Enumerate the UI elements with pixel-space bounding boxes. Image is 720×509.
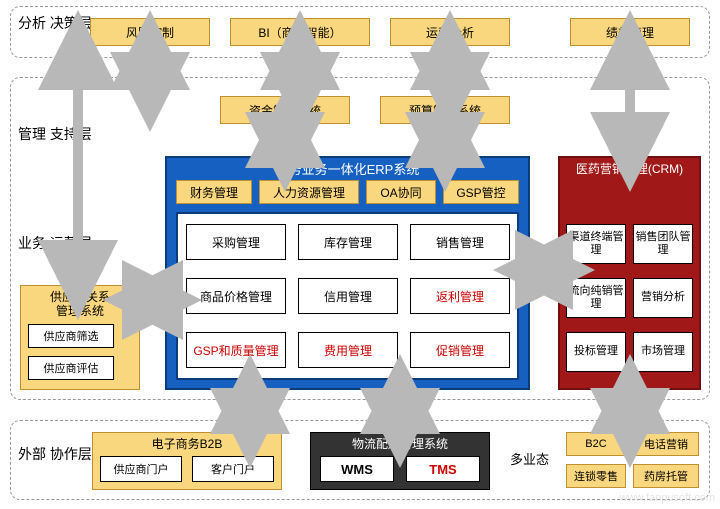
logistics-title: 物流配送管理系统	[310, 434, 490, 452]
supplier-screening: 供应商筛选	[28, 324, 114, 348]
erp-tab-finance: 财务管理	[176, 180, 252, 204]
bi-box: BI（商业智能）	[230, 18, 370, 46]
crm-team: 销售团队管理	[633, 224, 693, 264]
layer-label-external: 外部 协作层	[18, 445, 92, 463]
erp-tab-gsp: GSP管控	[443, 180, 519, 204]
erp-procurement: 采购管理	[186, 224, 286, 260]
erp-pricing: 商品价格管理	[186, 278, 286, 314]
crm-flow: 流向纯销管理	[566, 278, 626, 318]
erp-inventory: 库存管理	[298, 224, 398, 260]
ecommerce-title: 电子商务B2B	[92, 434, 282, 452]
supplier-evaluation: 供应商评估	[28, 356, 114, 380]
crm-market: 市场管理	[633, 332, 693, 372]
risk-control-box: 风险控制	[90, 18, 210, 46]
multiformat-title: 多业态	[510, 452, 549, 469]
performance-box: 绩效管理	[570, 18, 690, 46]
logistics-wms: WMS	[320, 456, 394, 482]
erp-promotion: 促销管理	[410, 332, 510, 368]
erp-sales: 销售管理	[410, 224, 510, 260]
watermark: www.fanpusoft.com	[620, 492, 715, 504]
layer-label-analysis: 分析 决策层	[18, 14, 92, 32]
crm-marketing: 营销分析	[633, 278, 693, 318]
ecommerce-supplier-portal: 供应商门户	[100, 456, 182, 482]
multiformat-pharmacy: 药房托管	[633, 464, 699, 488]
erp-tab-hr: 人力资源管理	[259, 180, 359, 204]
erp-rebate: 返利管理	[410, 278, 510, 314]
supplier-title: 供应商关系 管理系统	[20, 288, 140, 320]
erp-gsp-quality: GSP和质量管理	[186, 332, 286, 368]
logistics-tms: TMS	[406, 456, 480, 482]
erp-credit: 信用管理	[298, 278, 398, 314]
erp-expense: 费用管理	[298, 332, 398, 368]
multiformat-chain: 连锁零售	[566, 464, 626, 488]
multiformat-telesales: 电话营销	[633, 432, 699, 456]
multiformat-b2c: B2C	[566, 432, 626, 456]
erp-title: 财务业务一体化ERP系统	[165, 158, 530, 178]
crm-title: 医药营销管理(CRM)	[558, 158, 701, 178]
erp-tab-oa: OA协同	[366, 180, 436, 204]
ecommerce-customer-portal: 客户门户	[192, 456, 274, 482]
fund-mgmt-box: 资金管理系统	[220, 96, 350, 124]
crm-bidding: 投标管理	[566, 332, 626, 372]
budget-mgmt-box: 预算管理系统	[380, 96, 510, 124]
layer-label-management: 管理 支持层	[18, 125, 92, 143]
ops-analysis-box: 运营分析	[390, 18, 510, 46]
layer-label-operations: 业务 运营层	[18, 234, 92, 252]
crm-channel: 渠道终端管理	[566, 224, 626, 264]
